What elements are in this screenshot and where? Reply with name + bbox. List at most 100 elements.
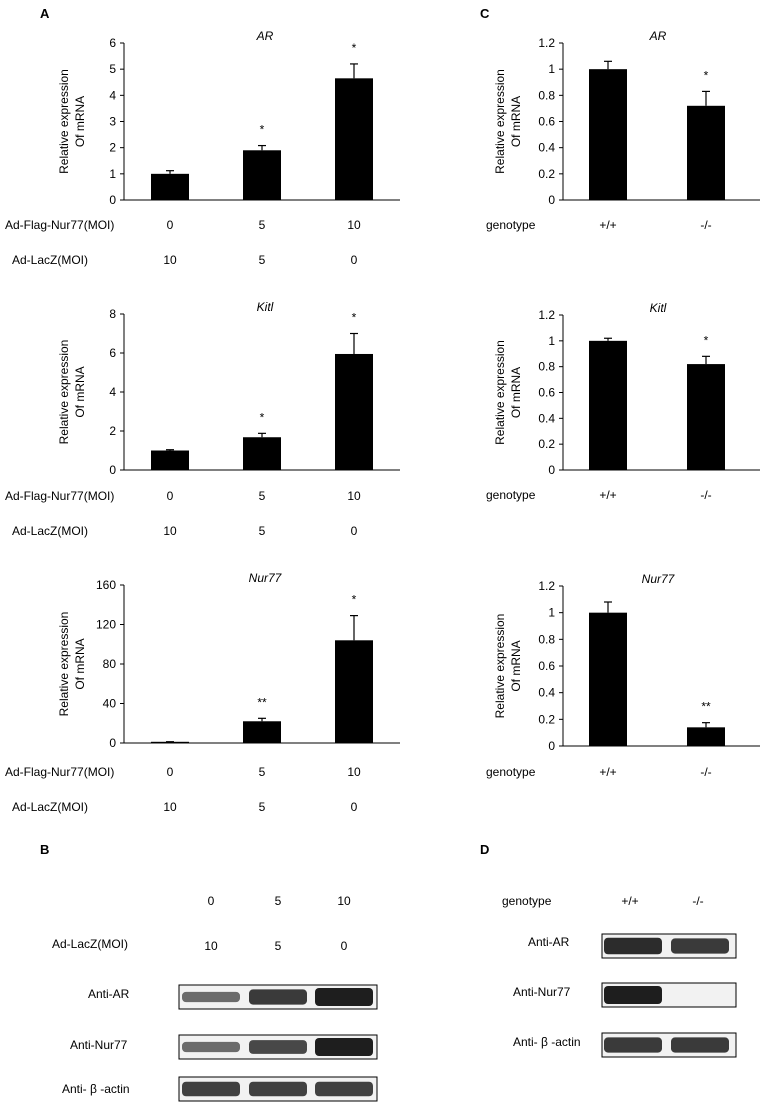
panel-label-d: D <box>480 842 489 857</box>
chart-a-nur77: Nur77 Relative expression Of mRNA 0 40 80 120 1… <box>57 571 400 750</box>
panel-a-row-values: 0 5 10 10 5 0 0 5 10 10 5 0 0 5 10 10 5 … <box>163 218 361 814</box>
chart-title: AR <box>649 29 667 43</box>
chart-c-ar: AR Relative expression Of mRNA 0 0.2 0.4 0.6 0.… <box>493 29 760 207</box>
genotype-value: -/- <box>700 488 711 502</box>
y-axis-label: Relative expression <box>493 69 507 174</box>
bar <box>589 612 627 746</box>
y-tick-label: 2 <box>109 141 116 155</box>
genotype-label: genotype <box>486 765 536 779</box>
y-axis-label: Relative expression <box>493 614 507 719</box>
blot-b-lacz-value: 5 <box>275 939 282 953</box>
bar <box>151 173 189 200</box>
genotype-label: genotype <box>486 488 536 502</box>
blot-b-lacz-value: 10 <box>204 939 218 953</box>
y-tick-label: 0 <box>109 463 116 477</box>
y-tick-label: 0.4 <box>538 141 555 155</box>
y-tick-label: 0.4 <box>538 411 555 425</box>
d-band <box>604 937 662 955</box>
chart-a-ar: AR Relative expression Of mRNA 0 1 2 3 4 5 6 * * <box>57 29 400 207</box>
y-tick-label: 1 <box>548 334 555 348</box>
significance-mark: * <box>260 410 265 424</box>
y-axis-label: Of mRNA <box>73 366 87 417</box>
genotype-label: genotype <box>486 218 536 232</box>
blot-b-row-label: Anti- β -actin <box>62 1082 130 1096</box>
lacz-value: 0 <box>351 524 358 538</box>
y-tick-label: 0 <box>548 193 555 207</box>
significance-mark: * <box>260 123 265 137</box>
bar <box>335 640 373 743</box>
panel-label-c: C <box>480 6 490 21</box>
b-band <box>182 991 240 1003</box>
bar <box>687 727 725 746</box>
flag-value: 5 <box>259 218 266 232</box>
flag-value: 10 <box>347 218 361 232</box>
genotype-value: +/+ <box>599 765 616 779</box>
y-tick-label: 8 <box>109 307 116 321</box>
lacz-value: 0 <box>351 800 358 814</box>
blot-d-row-label: Anti-AR <box>528 935 570 949</box>
y-tick-label: 2 <box>109 424 116 438</box>
bar <box>589 69 627 201</box>
d-band <box>671 938 729 954</box>
lacz-row-label-1: Ad-LacZ(MOI) <box>12 253 88 267</box>
y-axis-label: Relative expression <box>57 69 71 174</box>
chart-title: Kitl <box>257 300 274 314</box>
y-tick-label: 1.2 <box>538 308 555 322</box>
significance-mark: ** <box>701 700 711 714</box>
genotype-value: -/- <box>700 765 711 779</box>
b-band <box>249 1081 307 1097</box>
chart-c-kitl: Kitl Relative expression Of mRNA 0 0.2 0.4 0.6… <box>493 301 760 477</box>
blot-b-top-value: 0 <box>208 894 215 908</box>
y-tick-label: 4 <box>109 385 116 399</box>
y-axis-label: Of mRNA <box>73 96 87 147</box>
bar <box>687 105 725 200</box>
flag-row-label-3: Ad-Flag-Nur77(MOI) <box>5 765 114 779</box>
y-tick-label: 0.2 <box>538 712 555 726</box>
lacz-value: 5 <box>259 253 266 267</box>
chart-title: AR <box>256 29 274 43</box>
panel-a-row-labels: Ad-Flag-Nur77(MOI) Ad-LacZ(MOI) Ad-Flag-… <box>5 218 114 814</box>
d-band <box>604 986 662 1004</box>
y-tick-label: 0.6 <box>538 386 555 400</box>
bar <box>243 150 281 200</box>
western-blot-d: genotype +/+ -/- Anti-AR Anti-Nur77 Anti… <box>502 894 737 1058</box>
y-tick-label: 6 <box>109 36 116 50</box>
flag-value: 0 <box>167 489 174 503</box>
y-axis-label: Relative expression <box>493 340 507 445</box>
flag-value: 10 <box>347 765 361 779</box>
b-band <box>315 988 373 1006</box>
d-band <box>671 1037 729 1053</box>
y-tick-label: 1 <box>109 167 116 181</box>
y-axis-label: Of mRNA <box>73 638 87 689</box>
y-tick-label: 1.2 <box>538 36 555 50</box>
bar <box>243 437 281 470</box>
lacz-value: 10 <box>163 253 177 267</box>
chart-title: Nur77 <box>249 571 283 585</box>
bar <box>335 353 373 470</box>
y-tick-label: 0.8 <box>538 360 555 374</box>
y-axis-label: Of mRNA <box>509 96 523 147</box>
y-tick-label: 0.8 <box>538 632 555 646</box>
flag-value: 0 <box>167 765 174 779</box>
chart-a-kitl: Kitl Relative expression Of mRNA 0 2 4 6 8 * * <box>57 300 400 477</box>
y-tick-label: 160 <box>96 578 116 592</box>
blot-b-row-label: Anti-AR <box>88 987 130 1001</box>
genotype-value: -/- <box>700 218 711 232</box>
b-band <box>182 1041 240 1053</box>
y-tick-label: 0.4 <box>538 686 555 700</box>
blot-b-row-label: Anti-Nur77 <box>70 1038 128 1052</box>
significance-mark: * <box>704 333 709 347</box>
y-tick-label: 6 <box>109 346 116 360</box>
b-band <box>315 1081 373 1097</box>
b-band <box>182 1081 240 1097</box>
b-band <box>249 1040 307 1054</box>
bar <box>151 741 189 743</box>
bar <box>151 450 189 470</box>
y-tick-label: 1 <box>548 606 555 620</box>
lacz-row-label-3: Ad-LacZ(MOI) <box>12 800 88 814</box>
blot-d-genotype-label: genotype <box>502 894 552 908</box>
y-tick-label: 3 <box>109 115 116 129</box>
d-band <box>604 1037 662 1053</box>
panel-label-a: A <box>40 6 50 21</box>
